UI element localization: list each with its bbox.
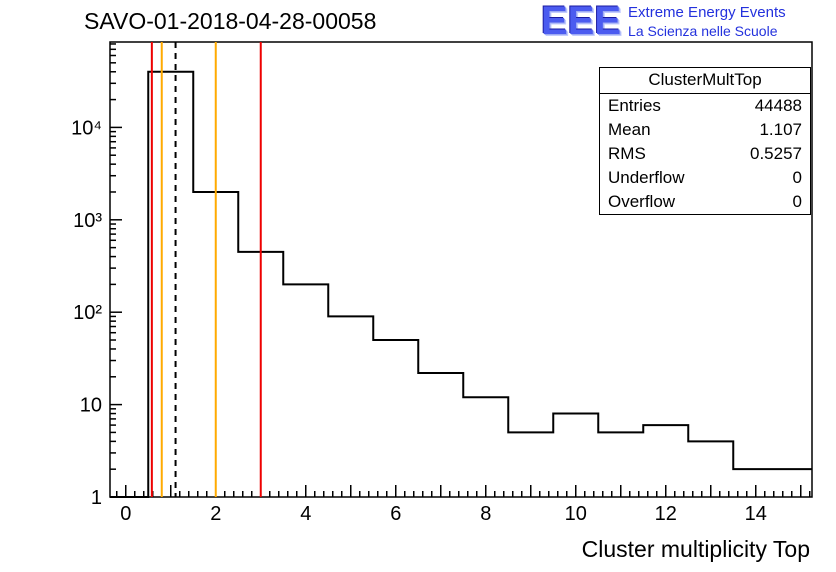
stats-value: 0 [792,168,802,187]
stats-label: Entries [608,96,661,115]
plot-title: SAVO-01-2018-04-28-00058 [84,8,377,34]
svg-text:10: 10 [80,395,102,417]
stats-row-mean: Mean 1.107 [600,118,810,142]
stats-row-entries: Entries 44488 [600,94,810,118]
stats-row-underflow: Underflow 0 [600,166,810,190]
logo-line2: La Scienza nelle Scuole [628,22,778,39]
svg-text:14: 14 [745,503,767,525]
stats-label: Underflow [608,168,685,187]
stats-value: 1.107 [759,120,802,139]
stats-box: ClusterMultTop Entries 44488 Mean 1.107 … [599,67,811,215]
stats-row-rms: RMS 0.5257 [600,142,810,166]
logo-line1: Extreme Energy Events [628,4,786,21]
stats-row-overflow: Overflow 0 [600,190,810,214]
svg-text:12: 12 [655,503,677,525]
eee-logo-subtitle: Extreme Energy Events La Scienza nelle S… [628,2,786,40]
svg-text:4: 4 [300,503,311,525]
eee-logo: EEE Extreme Energy Events La Scienza nel… [541,0,786,43]
stats-value: 44488 [754,96,802,115]
stats-label: Overflow [608,192,676,211]
svg-text:10: 10 [565,503,587,525]
svg-text:8: 8 [480,503,491,525]
x-axis-label: Cluster multiplicity Top [581,536,810,562]
svg-text:10³: 10³ [73,210,102,232]
eee-logo-text: EEE [541,0,622,43]
stats-title: ClusterMultTop [600,68,810,94]
svg-text:6: 6 [390,503,401,525]
stats-label: Mean [608,120,651,139]
stats-label: RMS [608,144,646,163]
stats-value: 0.5257 [750,144,802,163]
svg-text:0: 0 [120,503,131,525]
stats-value: 0 [792,192,802,211]
svg-text:1: 1 [91,487,102,509]
svg-text:10²: 10² [73,302,102,324]
svg-text:2: 2 [210,503,221,525]
svg-text:10⁴: 10⁴ [71,117,102,139]
